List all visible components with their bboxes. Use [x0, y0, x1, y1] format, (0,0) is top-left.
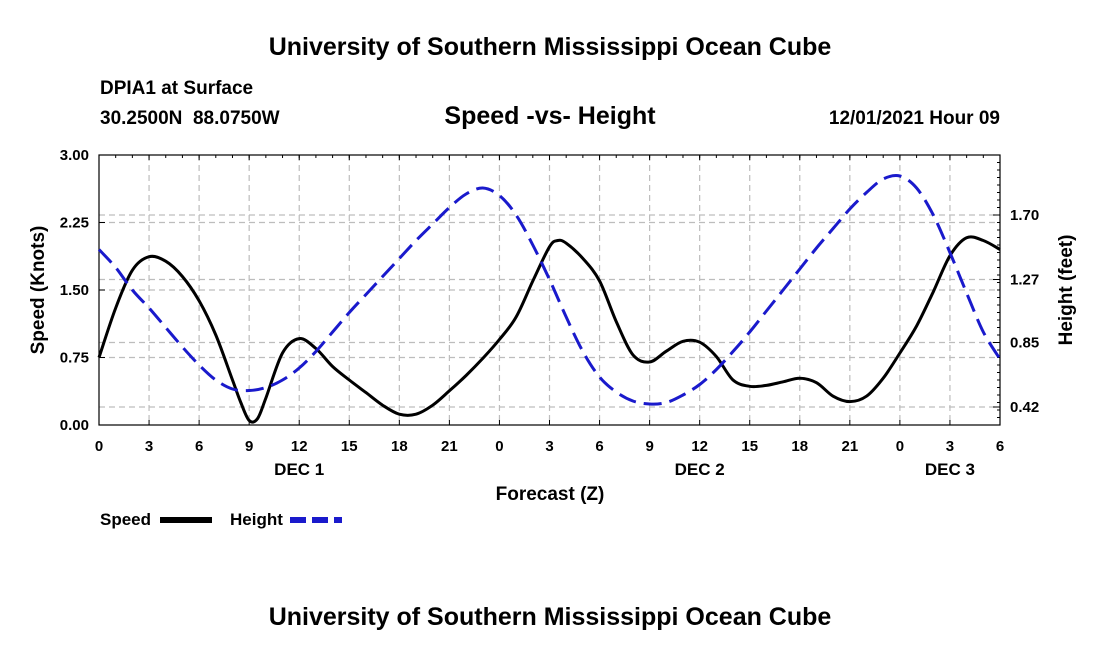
- main-title: University of Southern Mississippi Ocean…: [269, 33, 832, 61]
- x-tick-label: 0: [495, 438, 503, 455]
- coordinates-label: 30.2500N 88.0750W: [100, 108, 280, 129]
- chart-subtitle: Speed -vs- Height: [444, 102, 656, 130]
- y-axis-right-title: Height (feet): [1056, 235, 1077, 346]
- x-tick-label: 0: [95, 438, 103, 455]
- footer-title: University of Southern Mississippi Ocean…: [269, 603, 832, 631]
- series: [97, 173, 1002, 424]
- station-label: DPIA1 at Surface: [100, 78, 253, 99]
- x-tick-label: 3: [545, 438, 553, 455]
- y-tick-label-left: 1.50: [60, 282, 89, 299]
- x-tick-label: 15: [741, 438, 758, 455]
- legend: Speed Height: [100, 510, 342, 529]
- x-day-label: DEC 3: [925, 460, 975, 479]
- y-tick-label-left: 2.25: [60, 215, 89, 232]
- x-tick-label: 9: [245, 438, 253, 455]
- y-tick-label-right: 0.42: [1010, 399, 1039, 416]
- y-tick-label-right: 1.70: [1010, 207, 1039, 224]
- x-tick-label: 3: [145, 438, 153, 455]
- y-tick-label-left: 0.00: [60, 417, 89, 434]
- x-day-label: DEC 2: [675, 460, 725, 479]
- axes: 0 3 6 9 12 15 18 21 0 3 6 9 12 15 18 21 0 3 6 0.00 0.75 1.50 2…: [60, 147, 1039, 479]
- x-tick-label: 21: [441, 438, 458, 455]
- y-tick-label-right: 1.27: [1010, 272, 1039, 289]
- x-day-label: DEC 1: [274, 460, 324, 479]
- x-tick-label: 0: [896, 438, 904, 455]
- y-axis-left-title: Speed (Knots): [28, 226, 49, 355]
- series-line-height: [97, 173, 1002, 406]
- x-tick-label: 18: [391, 438, 408, 455]
- grid: [99, 155, 1000, 425]
- legend-height-label: Height: [230, 510, 283, 529]
- x-axis-title: Forecast (Z): [496, 484, 605, 505]
- x-tick-label: 21: [841, 438, 858, 455]
- legend-speed-label: Speed: [100, 510, 151, 529]
- x-tick-label: 18: [791, 438, 808, 455]
- x-tick-label: 6: [595, 438, 603, 455]
- x-tick-label: 6: [996, 438, 1004, 455]
- y-tick-label-left: 3.00: [60, 147, 89, 164]
- x-tick-label: 12: [291, 438, 308, 455]
- y-tick-label-left: 0.75: [60, 350, 89, 367]
- x-tick-label: 15: [341, 438, 358, 455]
- x-tick-label: 3: [946, 438, 954, 455]
- y-tick-label-right: 0.85: [1010, 335, 1039, 352]
- x-tick-label: 6: [195, 438, 203, 455]
- forecast-datetime: 12/01/2021 Hour 09: [829, 108, 1000, 129]
- x-tick-label: 9: [645, 438, 653, 455]
- x-tick-label: 12: [691, 438, 708, 455]
